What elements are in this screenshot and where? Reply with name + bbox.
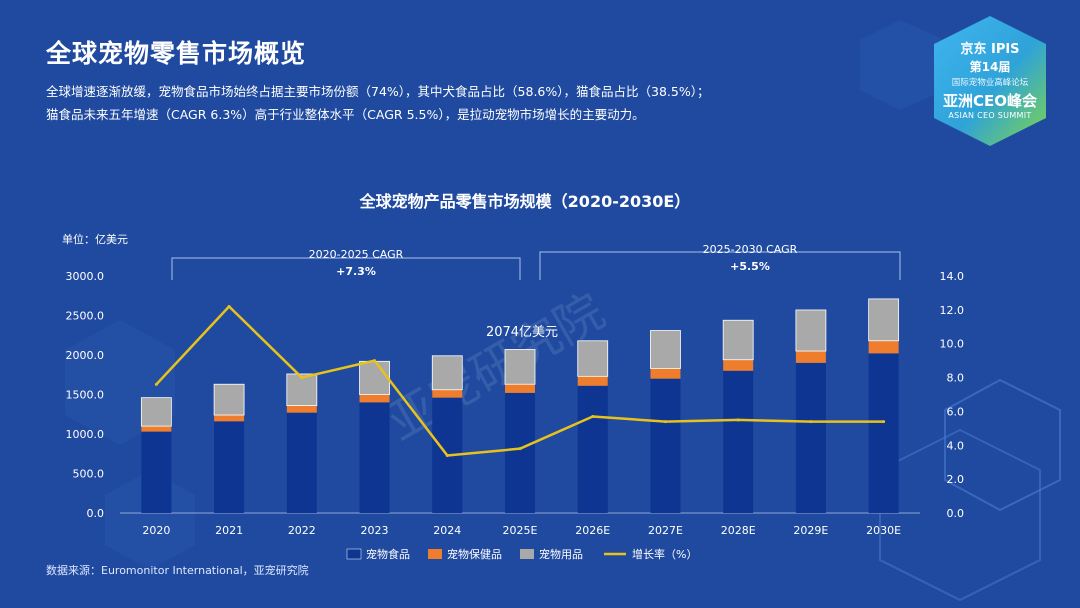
badge-line-5: ASIAN CEO SUMMIT (948, 111, 1032, 120)
bar-segment-health (359, 394, 390, 403)
x-tick-label: 2023 (361, 524, 389, 537)
growth-rate-point (736, 418, 740, 422)
bar-segment-food (505, 392, 535, 513)
page-title: 全球宠物零售市场概览 (46, 39, 307, 68)
x-tick-label: 2025E (503, 524, 538, 537)
bar-segment-health (432, 389, 463, 398)
x-tick-label: 2020 (142, 524, 170, 537)
bar-annotation: 2074亿美元 (486, 325, 558, 340)
growth-rate-point (227, 304, 231, 308)
y-right-tick-label: 14.0 (940, 270, 965, 283)
bar-segment-health (505, 384, 535, 393)
chart-title: 全球宠物产品零售市场规模（2020-2030E） (359, 192, 691, 211)
bar-segment-food (141, 431, 172, 513)
y-left-tick-label: 1500.0 (66, 389, 105, 402)
bar-segment-supplies (650, 330, 681, 369)
growth-rate-point (809, 420, 813, 424)
bar-segment-supplies (577, 340, 609, 377)
badge-line-1: 京东 IPIS (960, 42, 1020, 57)
bar-segment-supplies (868, 298, 900, 342)
data-source: 数据来源：Euromonitor International，亚宠研究院 (46, 564, 309, 577)
y-right-tick-label: 2.0 (947, 473, 965, 486)
bar-segment-food (286, 412, 317, 513)
x-tick-label: 2021 (215, 524, 243, 537)
bar-segment-food (795, 362, 826, 513)
chart-legend: 宠物食品 宠物保健品 宠物用品 增长率（%） (346, 547, 697, 561)
x-tick-label: 2027E (648, 524, 683, 537)
badge-line-4: 亚洲CEO峰会 (942, 92, 1037, 110)
bar-segment-supplies (795, 309, 827, 352)
growth-rate-point (882, 420, 886, 424)
legend-swatch-health (428, 549, 442, 559)
cagr-value-right: +5.5% (730, 260, 770, 273)
y-right-tick-label: 8.0 (947, 372, 965, 385)
bar-segment-food (359, 402, 390, 513)
bar-segment-health (214, 415, 245, 422)
bar-segment-health (795, 351, 826, 363)
bar-segment-health (577, 376, 608, 386)
legend-label-food: 宠物食品 (366, 547, 410, 561)
y-left-tick-label: 2500.0 (66, 310, 105, 323)
y-right-tick-label: 6.0 (947, 405, 965, 418)
cagr-label-right: 2025-2030 CAGR (703, 243, 798, 256)
x-tick-label: 2030E (866, 524, 901, 537)
growth-rate-point (591, 415, 595, 419)
y-right-tick-label: 10.0 (940, 338, 965, 351)
cagr-bracket-right (539, 251, 901, 280)
y-left-tick-label: 0.0 (87, 507, 105, 520)
summary-line-2: 猫食品未来五年增速（CAGR 6.3%）高于行业整体水平（CAGR 5.5%），… (46, 107, 645, 122)
badge-line-3: 国际宠物业高峰论坛 (951, 78, 1029, 88)
y-left-tick-label: 1000.0 (66, 428, 105, 441)
y-right-tick-label: 12.0 (940, 304, 965, 317)
legend-swatch-food (346, 548, 362, 560)
bar-segment-health (868, 340, 899, 354)
legend-label-health: 宠物保健品 (447, 547, 502, 561)
y-left-tick-label: 500.0 (73, 468, 105, 481)
bar-segment-supplies (213, 383, 245, 416)
y-right-tick-label: 4.0 (947, 439, 965, 452)
bar-segment-food (650, 378, 681, 513)
summary-line-1: 全球增速逐渐放缓，宠物食品市场始终占据主要市场份额（74%），其中犬食品占比（5… (46, 84, 710, 99)
bar-segment-supplies (286, 373, 318, 406)
event-badge: 京东 IPIS 第14届 国际宠物业高峰论坛 亚洲CEO峰会 ASIAN CEO… (930, 14, 1050, 150)
bar-segment-supplies (504, 349, 536, 385)
unit-label: 单位：亿美元 (62, 232, 128, 246)
cagr-bracket-left (171, 257, 521, 280)
y-left-tick-label: 3000.0 (66, 270, 105, 283)
bar-segment-food (723, 370, 754, 513)
x-tick-label: 2026E (575, 524, 610, 537)
growth-rate-point (518, 447, 522, 451)
growth-rate-point (445, 453, 449, 457)
summary-text: 全球增速逐渐放缓，宠物食品市场始终占据主要市场份额（74%），其中犬食品占比（5… (46, 80, 806, 126)
legend-label-growth: 增长率（%） (632, 547, 697, 561)
bar-segment-health (141, 426, 172, 432)
y-right-tick-label: 0.0 (947, 507, 965, 520)
bar-segment-health (723, 359, 754, 371)
bar-segment-food (868, 353, 899, 513)
bar-segment-health (650, 368, 681, 379)
bar-segment-supplies (140, 397, 172, 427)
legend-swatch-supplies (520, 549, 534, 559)
x-tick-label: 2029E (793, 524, 828, 537)
y-left-tick-label: 2000.0 (66, 349, 105, 362)
x-tick-label: 2028E (721, 524, 756, 537)
bar-segment-health (286, 405, 317, 413)
cagr-value-left: +7.3% (336, 265, 376, 278)
cagr-label-left: 2020-2025 CAGR (309, 248, 404, 261)
bar-segment-supplies (359, 360, 390, 395)
growth-rate-point (300, 376, 304, 380)
legend-label-supplies: 宠物用品 (539, 547, 583, 561)
bar-segment-food (577, 385, 608, 513)
growth-rate-point (373, 359, 377, 363)
x-tick-label: 2024 (433, 524, 461, 537)
growth-rate-point (663, 420, 667, 424)
badge-line-2: 第14届 (969, 60, 1011, 74)
growth-rate-point (154, 382, 158, 386)
badge-hexagon-icon (934, 16, 1046, 146)
bar-segment-supplies (431, 355, 463, 391)
x-tick-label: 2022 (288, 524, 316, 537)
bar-segment-food (214, 421, 245, 513)
bar-segment-supplies (722, 319, 754, 361)
